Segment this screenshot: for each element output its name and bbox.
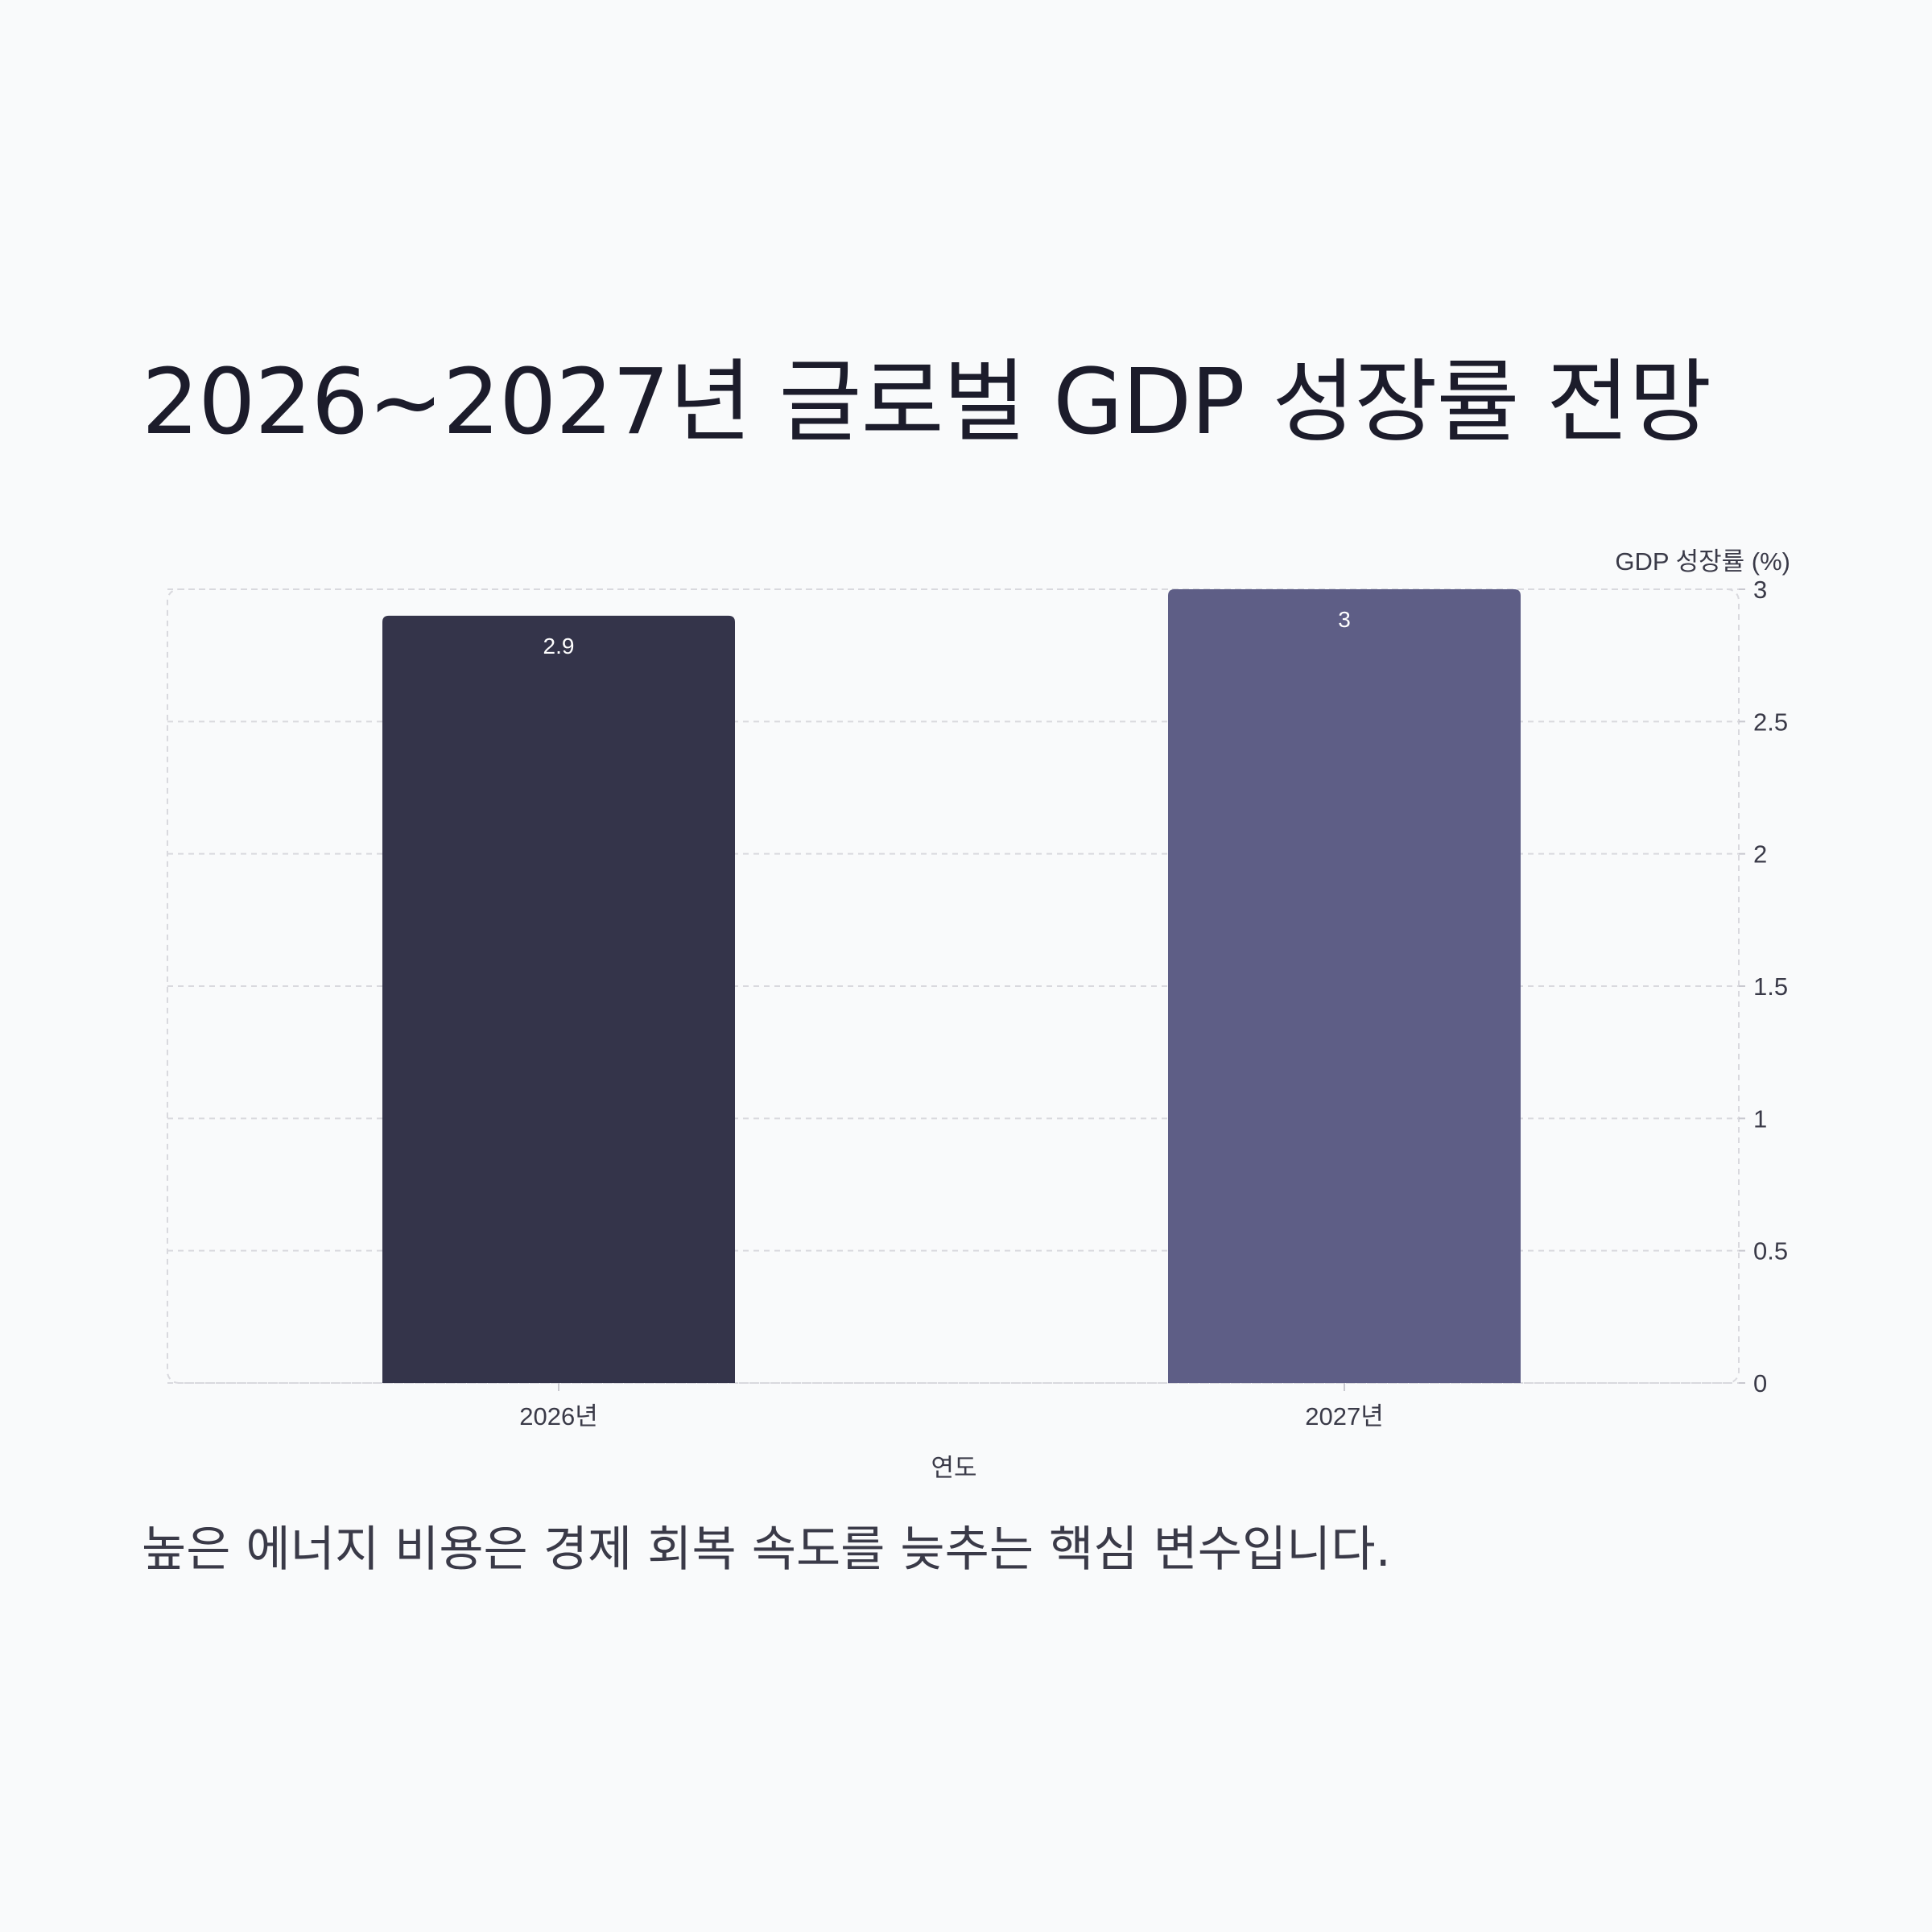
y-tick-label: 3	[1753, 576, 1767, 604]
y-tick-label: 2.5	[1753, 708, 1788, 736]
chart-title: 2026~2027년 글로벌 GDP 성장률 전망	[142, 350, 1711, 455]
x-axis-label: 연도	[931, 1454, 976, 1482]
bar-value-label: 3	[1338, 607, 1351, 632]
y-tick-label: 0	[1753, 1369, 1767, 1397]
y-axis-label: GDP 성장률 (%)	[1615, 547, 1790, 576]
y-axis-ticks: 0 0.5 1 1.5 2 2.5 3	[1739, 576, 1788, 1397]
bar-value-labels: 2.93	[543, 607, 1351, 658]
x-tick-label: 2027년	[1305, 1402, 1383, 1430]
x-axis-ticks: 2026년 2027년	[519, 1383, 1384, 1430]
bar-value-label: 2.9	[543, 634, 575, 658]
y-tick-label: 1	[1753, 1104, 1767, 1133]
y-tick-label: 2	[1753, 840, 1767, 869]
bars	[382, 589, 1521, 1383]
x-tick-label: 2026년	[519, 1402, 597, 1430]
bar-1	[382, 615, 735, 1383]
y-tick-label: 0.5	[1753, 1237, 1788, 1265]
y-tick-label: 1.5	[1753, 972, 1788, 1001]
chart-caption: 높은 에너지 비용은 경제 회복 속도를 늦추는 핵심 변수입니다.	[142, 1521, 1391, 1578]
bar-2	[1168, 589, 1521, 1383]
